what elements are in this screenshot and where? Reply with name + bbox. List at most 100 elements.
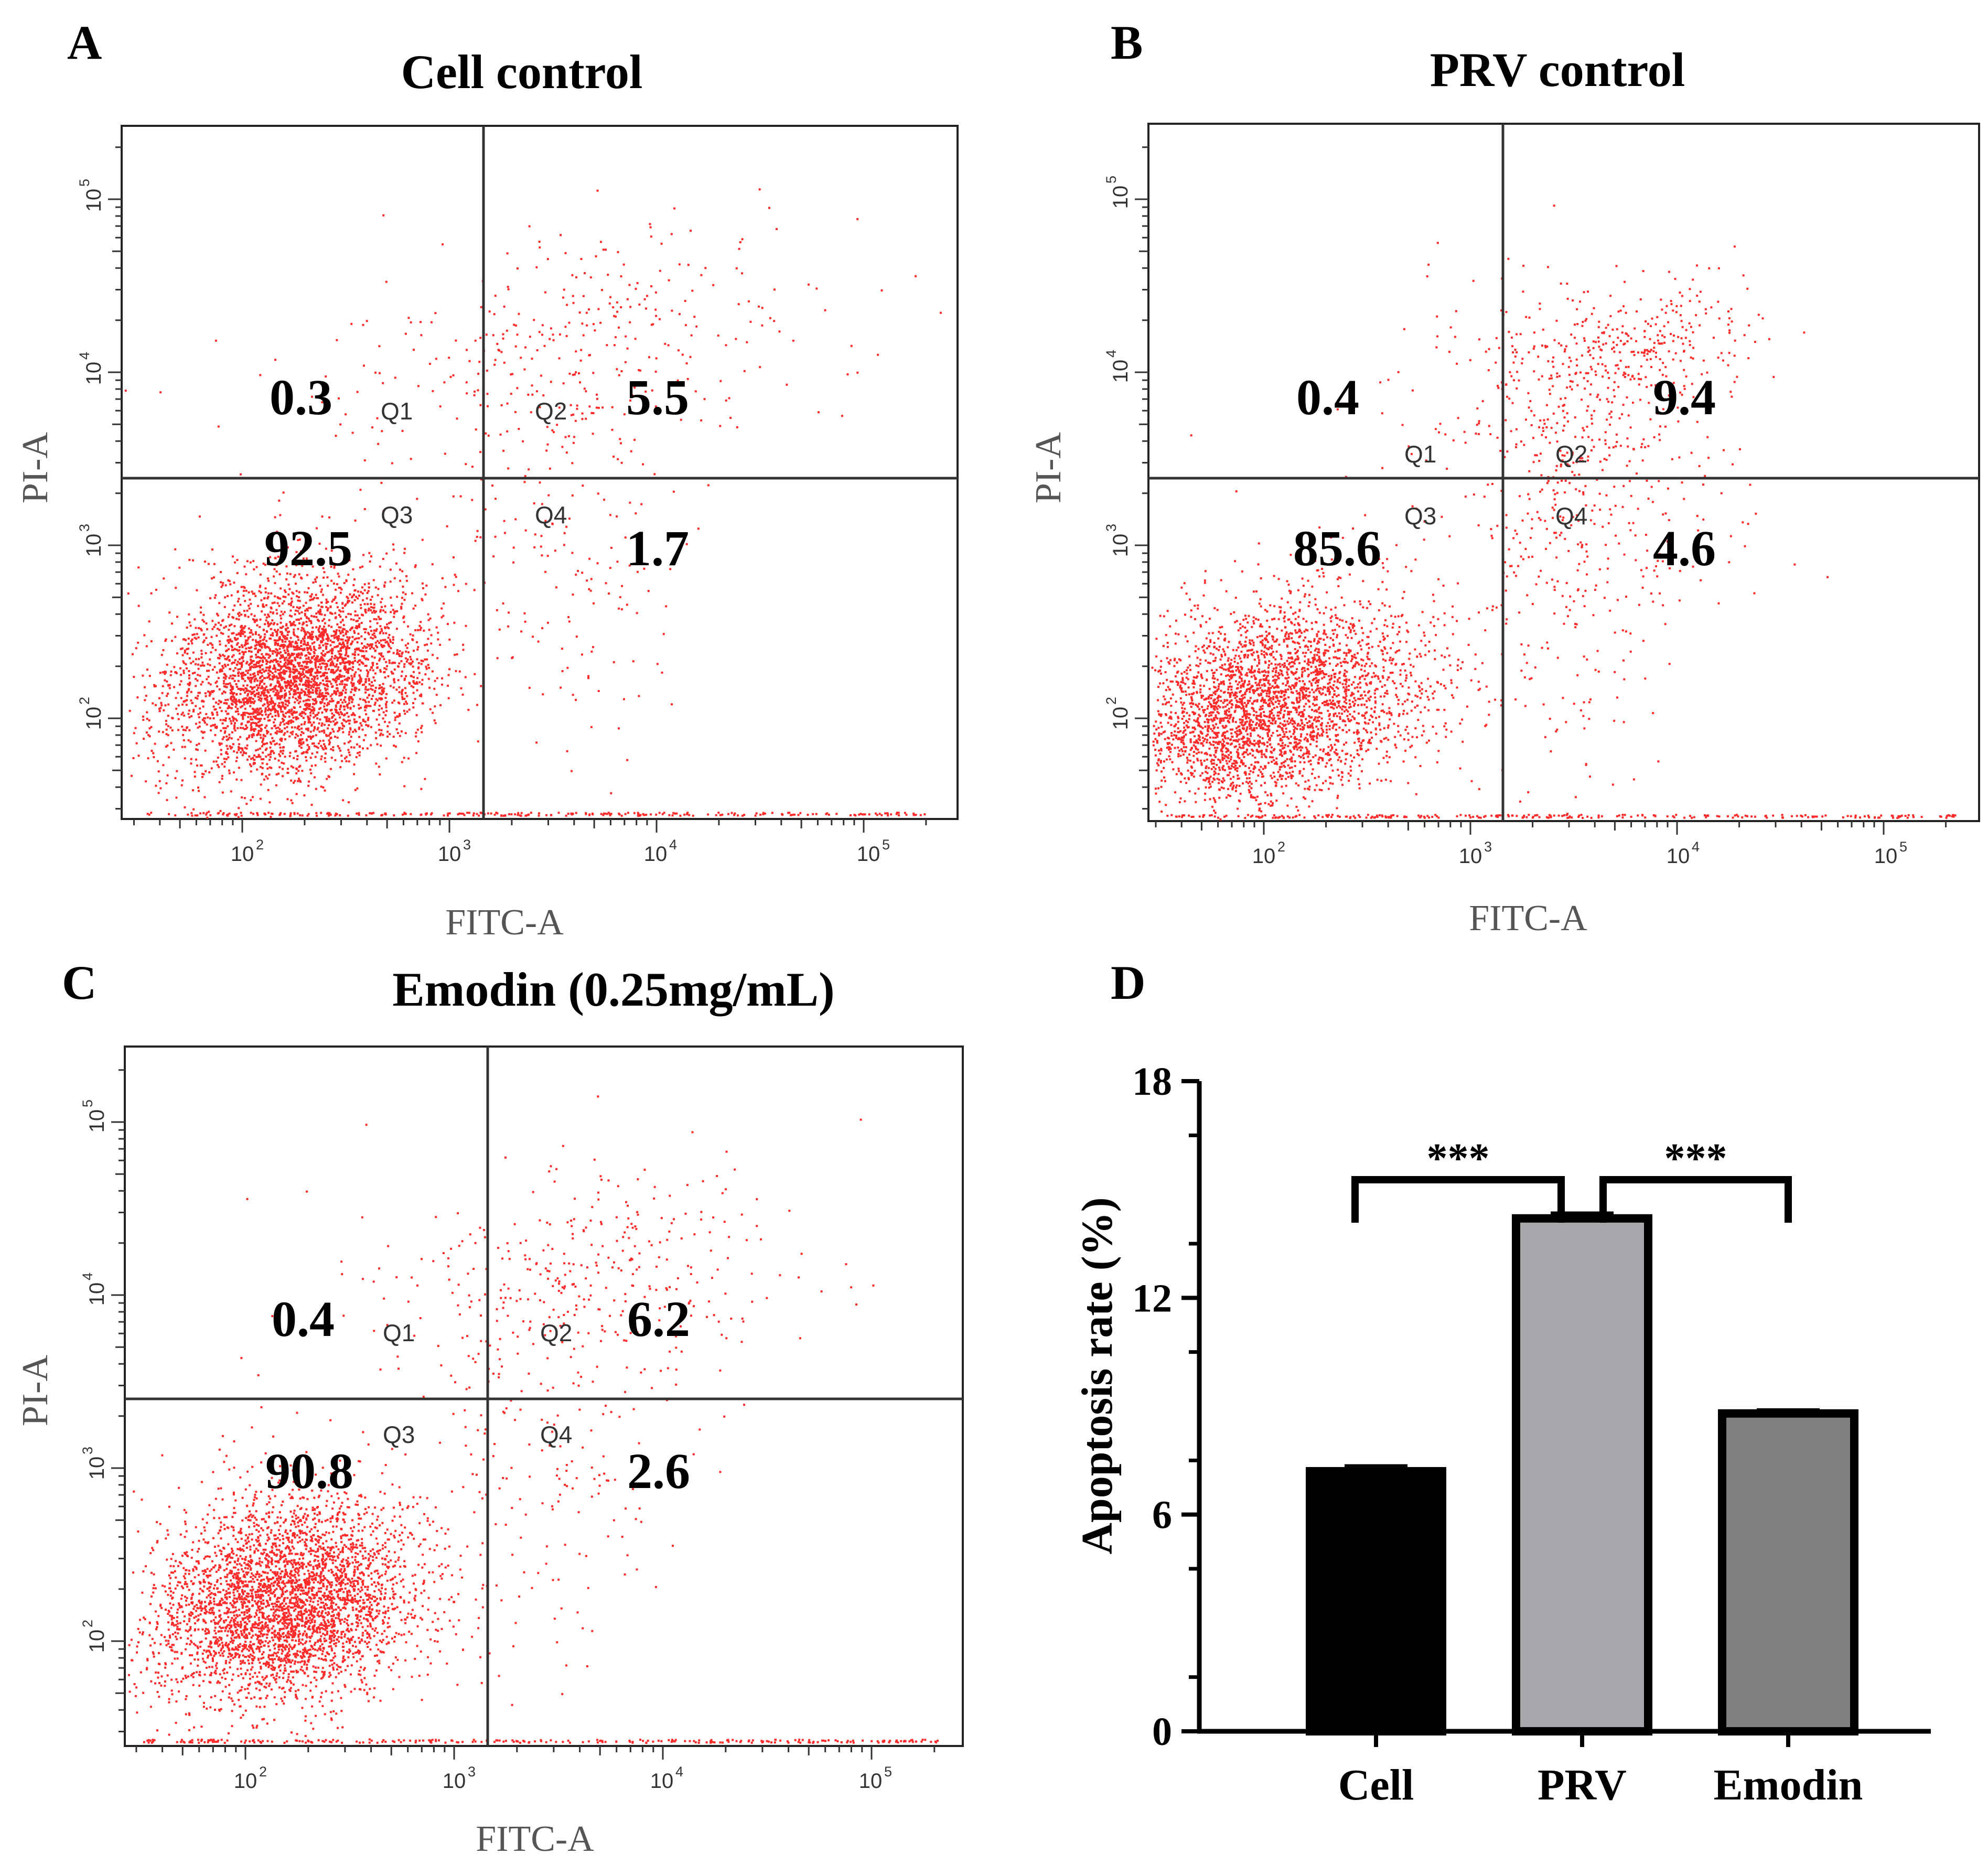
y-tick-marks <box>108 146 122 810</box>
panel-a-q4-percent: 1.7 <box>626 520 689 576</box>
panel-b-x-axis: 10 2 10 3 10 4 10 5 <box>1155 821 1947 868</box>
panel-c-q3-label: Q3 <box>383 1421 415 1448</box>
x-tick-label: Cell <box>1338 1761 1414 1809</box>
y-tick: 102 <box>1103 697 1132 730</box>
y-tick-exponent: 4 <box>77 352 92 360</box>
y-tick-exponent: 2 <box>1103 697 1119 705</box>
panel-d-x-axis: Cell PRV Emodin <box>1197 1729 1931 1809</box>
x-tick-exponent: 3 <box>468 1764 476 1780</box>
significance-label: *** <box>1664 1136 1727 1182</box>
panel-c-dots <box>128 1095 939 1744</box>
panel-c-q4-percent: 2.6 <box>627 1443 690 1499</box>
x-tick-label: 10 <box>443 1770 466 1793</box>
x-tick-exponent: 2 <box>256 837 264 853</box>
y-tick-label: 10 <box>85 1630 109 1653</box>
x-tick-exponent: 4 <box>1692 839 1700 855</box>
panel-c-q3-percent: 90.8 <box>265 1443 353 1499</box>
panel-a-title: Cell control <box>401 45 643 99</box>
x-tick-label: 10 <box>231 843 254 866</box>
panel-b-letter: B <box>1111 16 1143 69</box>
panel-c-q1-percent: 0.4 <box>272 1291 335 1347</box>
y-tick-label: 10 <box>1109 534 1132 557</box>
panel-b-q3-percent: 85.6 <box>1293 520 1381 576</box>
y-tick: 103 <box>1103 524 1132 557</box>
scatter-dots <box>1151 204 1957 821</box>
x-tick-marks <box>1155 821 1947 835</box>
panel-a-q3-label: Q3 <box>381 501 413 529</box>
y-tick: 105 <box>80 1099 109 1133</box>
panel-d-y-axis: 0 6 12 18 <box>1132 1060 1202 1754</box>
y-tick-label: 10 <box>1109 186 1132 209</box>
x-tick-label: 10 <box>1459 845 1482 868</box>
panel-b-q4-percent: 4.6 <box>1653 520 1716 576</box>
x-tick-exponent: 3 <box>1484 839 1492 855</box>
y-tick-label: 12 <box>1132 1276 1172 1320</box>
panel-b-q2-label: Q2 <box>1555 440 1587 468</box>
y-tick: 105 <box>77 179 105 212</box>
panel-d-significance: *** *** <box>1351 1136 1792 1223</box>
y-tick-label: 10 <box>1109 707 1132 730</box>
x-tick-marks <box>135 1746 936 1760</box>
panel-a-q2-percent: 5.5 <box>626 369 689 425</box>
panel-b-q1-label: Q1 <box>1404 440 1436 468</box>
x-tick-exponent: 5 <box>884 1764 892 1780</box>
significance-bracket <box>1599 1176 1792 1223</box>
panel-b-q2-percent: 9.4 <box>1653 369 1716 425</box>
y-tick: 103 <box>80 1447 109 1480</box>
y-tick-label: 18 <box>1132 1060 1172 1104</box>
panel-c-flow-plot: C Emodin (0.25mg/mL) 10 2 10 3 10 4 10 5 102103… <box>15 956 964 1859</box>
panel-d-y-label: Apoptosis rate (%) <box>1073 1197 1122 1554</box>
y-tick-label: 10 <box>82 534 105 557</box>
y-tick-label: 10 <box>1109 360 1132 383</box>
x-tick-label: 10 <box>859 1770 883 1793</box>
significance-label: *** <box>1427 1136 1490 1182</box>
bar-cell <box>1306 1467 1446 1735</box>
x-tick-label: 10 <box>857 843 880 866</box>
y-tick-exponent: 3 <box>80 1447 95 1454</box>
panel-c-q2-percent: 6.2 <box>627 1291 690 1347</box>
y-tick-exponent: 3 <box>1103 524 1119 532</box>
y-tick-exponent: 4 <box>1103 350 1119 358</box>
panel-c-y-label: PI-A <box>15 1355 56 1427</box>
x-tick-exponent: 5 <box>1899 839 1907 855</box>
panel-c-x-label: FITC-A <box>476 1819 594 1859</box>
panel-c-q4-label: Q4 <box>540 1421 572 1448</box>
y-tick-marks <box>1135 146 1148 810</box>
y-tick: 102 <box>77 697 105 730</box>
panel-b-x-label: FITC-A <box>1469 898 1587 939</box>
y-tick-label: 10 <box>85 1109 109 1133</box>
y-tick-label: 6 <box>1152 1493 1172 1537</box>
x-tick-label: 10 <box>234 1770 257 1793</box>
x-tick-label: 10 <box>650 1770 674 1793</box>
y-tick-exponent: 5 <box>1103 176 1119 184</box>
panel-a-q3-percent: 92.5 <box>264 520 352 576</box>
panel-c-x-axis: 10 2 10 3 10 4 10 5 <box>135 1746 936 1793</box>
y-tick: 105 <box>1103 176 1132 209</box>
panel-b-frame <box>1147 123 1980 822</box>
scatter-dots <box>124 188 942 819</box>
y-tick-exponent: 5 <box>80 1099 95 1107</box>
bar-emodin <box>1718 1409 1858 1736</box>
panel-a-flow-plot: A Cell control 10 2 10 3 10 4 10 5 102103104105… <box>15 16 959 943</box>
x-tick-exponent: 5 <box>882 837 890 853</box>
panel-b-dots <box>1151 204 1957 821</box>
panel-a-q1-percent: 0.3 <box>270 369 332 425</box>
y-tick-label: 10 <box>82 362 105 385</box>
panel-b-y-label: PI-A <box>1028 432 1069 504</box>
panel-c-q1-label: Q1 <box>383 1319 415 1346</box>
y-tick-label: 10 <box>85 1282 109 1306</box>
y-tick-label: 10 <box>82 189 105 212</box>
panel-b-title: PRV control <box>1430 43 1685 96</box>
panel-c-letter: C <box>62 956 96 1009</box>
panel-a-letter: A <box>67 16 102 69</box>
panel-d-letter: D <box>1111 956 1145 1009</box>
bar-prv <box>1512 1214 1652 1736</box>
y-tick-label: 10 <box>82 707 105 730</box>
x-tick-exponent: 3 <box>463 837 471 853</box>
x-tick-label: 10 <box>1252 845 1276 868</box>
significance-bracket <box>1351 1176 1565 1223</box>
x-tick-label: 10 <box>644 843 668 866</box>
x-tick-marks <box>133 819 927 833</box>
panel-a-frame <box>121 125 959 820</box>
